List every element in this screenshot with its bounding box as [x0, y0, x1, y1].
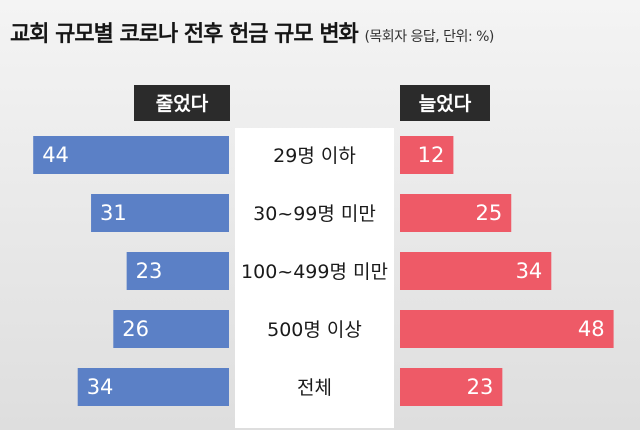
- category-panel: [235, 128, 394, 428]
- data-label-decreased: 26: [122, 317, 149, 341]
- category-label: 500명 이상: [267, 319, 362, 341]
- bar-increased: [400, 310, 614, 348]
- data-label-increased: 25: [476, 201, 503, 225]
- chart-subtitle: (목회자 응답, 단위: %): [364, 29, 494, 45]
- data-label-decreased: 31: [100, 201, 127, 225]
- data-label-increased: 12: [418, 143, 445, 167]
- chart-title: 교회 규모별 코로나 전후 헌금 규모 변화 (목회자 응답, 단위: %): [10, 16, 494, 48]
- legend-label-increased: 늘었다: [419, 93, 472, 115]
- bar-decreased: [113, 310, 229, 348]
- legend-box-decreased: [134, 85, 230, 121]
- data-label-increased: 34: [516, 259, 543, 283]
- category-label: 전체: [297, 377, 332, 399]
- legend-box-increased: [400, 85, 490, 121]
- data-label-decreased: 44: [42, 143, 69, 167]
- bar-decreased: [91, 194, 229, 232]
- bar-decreased: [33, 136, 230, 174]
- data-label-increased: 23: [467, 375, 494, 399]
- chart-title-main: 교회 규모별 코로나 전후 헌금 규모 변화: [10, 22, 359, 47]
- bar-increased: [400, 194, 512, 232]
- bar-decreased: [77, 368, 229, 406]
- legend-label-decreased: 줄었다: [156, 93, 209, 115]
- category-label: 100~499명 미만: [241, 261, 388, 283]
- data-label-decreased: 34: [87, 375, 114, 399]
- data-label-decreased: 23: [136, 259, 163, 283]
- category-label: 29명 이하: [273, 145, 356, 167]
- bar-decreased: [126, 252, 229, 290]
- bar-increased: [400, 368, 503, 406]
- category-label: 30~99명 미만: [253, 203, 376, 225]
- bar-increased: [400, 136, 454, 174]
- data-label-increased: 48: [578, 317, 605, 341]
- bar-increased: [400, 252, 552, 290]
